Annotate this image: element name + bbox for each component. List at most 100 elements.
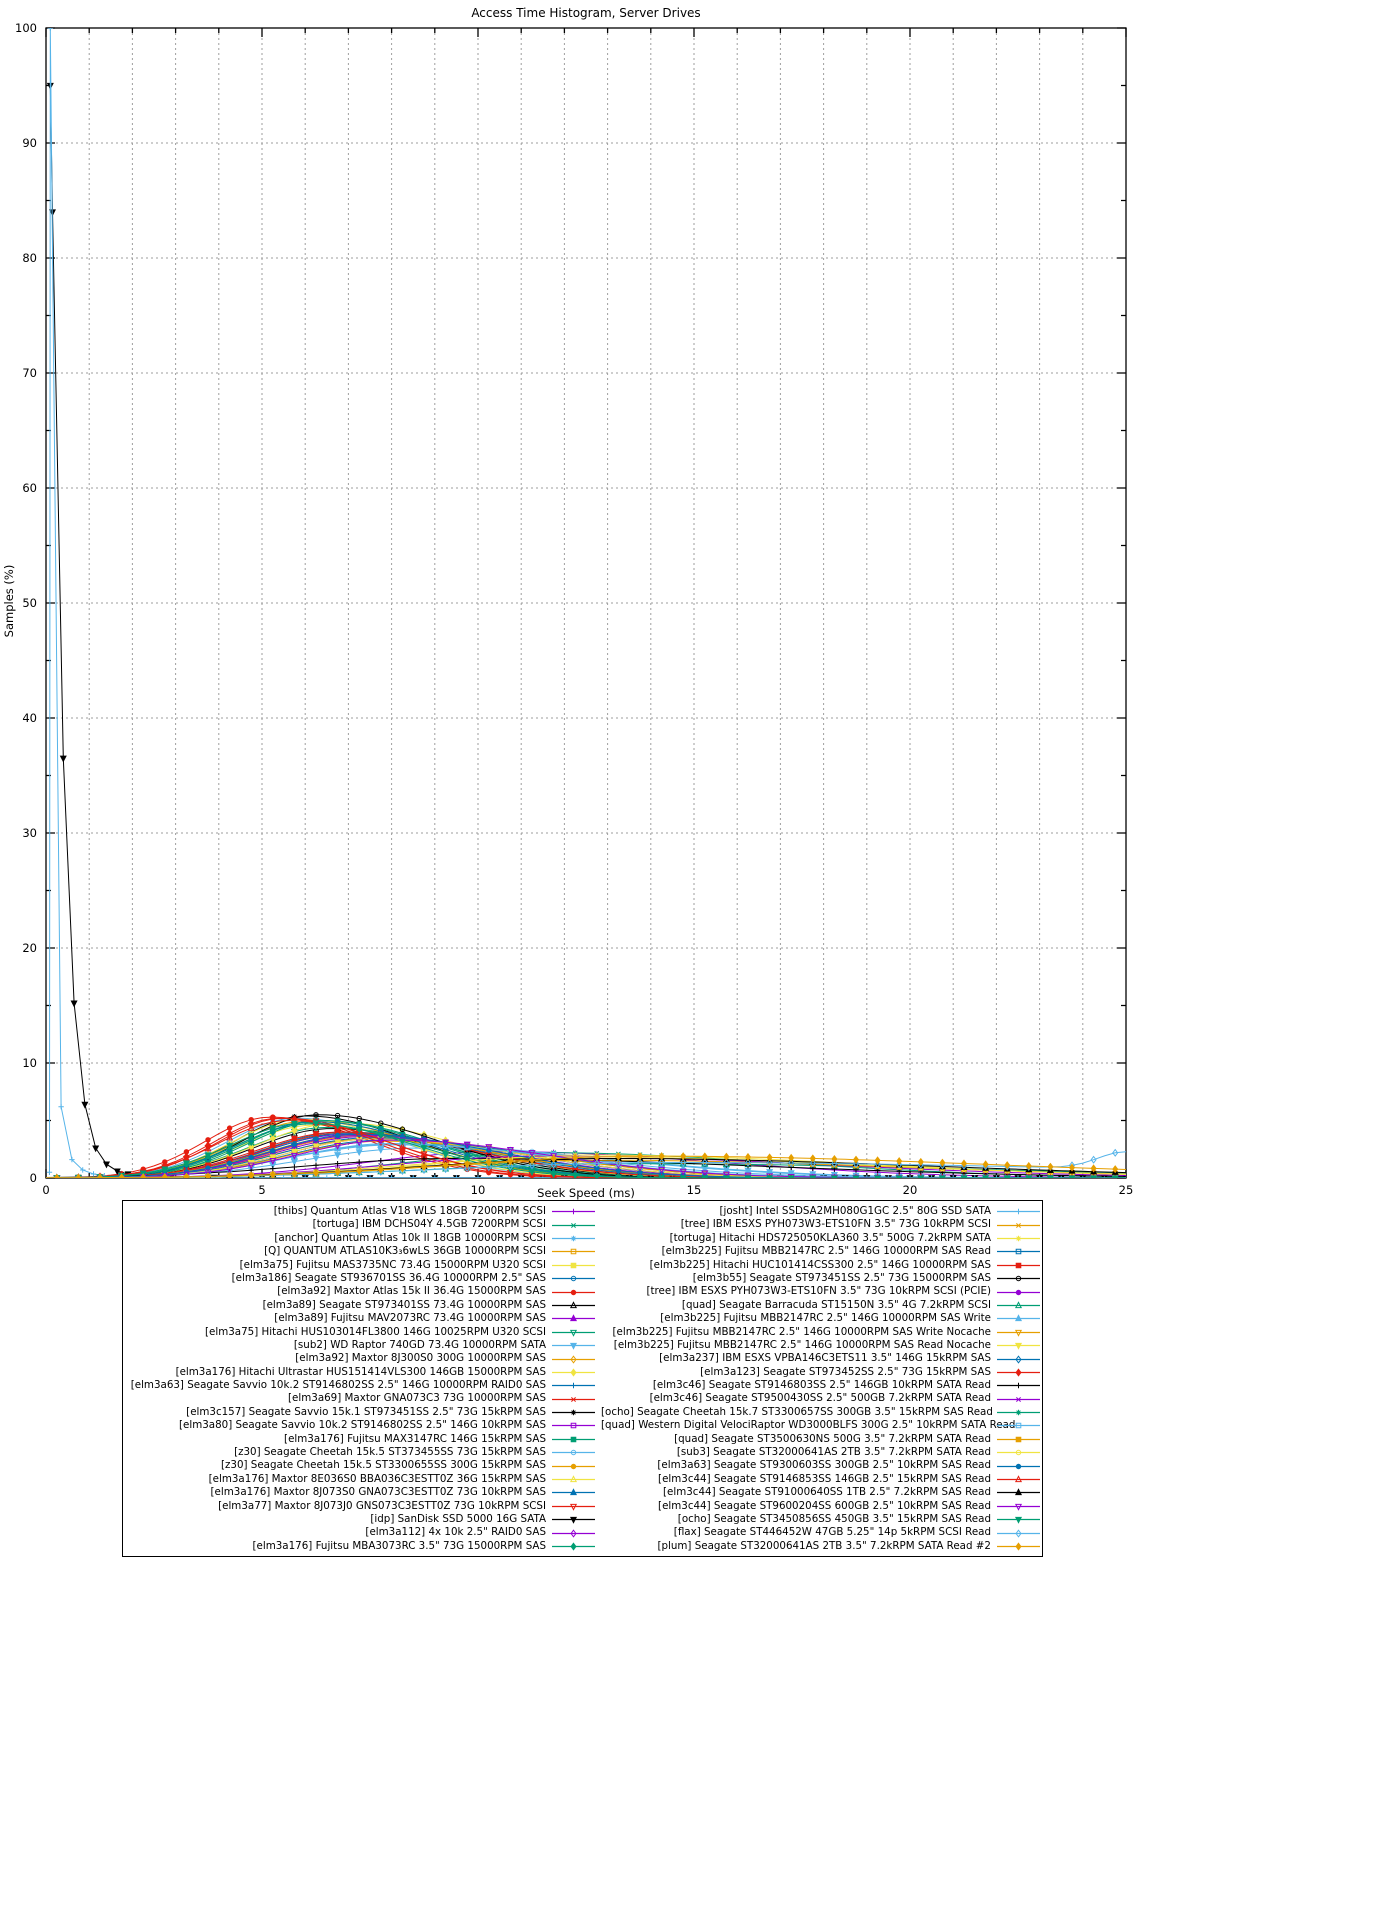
y-tick-label: 50 — [22, 596, 37, 610]
series-line — [46, 1133, 1126, 1178]
legend-label: [quad] Seagate ST3500630NS 500G 3.5" 7.2… — [674, 1432, 991, 1445]
legend-label: [tortuga] Hitachi HDS725050KLA360 3.5" 5… — [669, 1231, 991, 1244]
series-marker-icon — [997, 1463, 1040, 1469]
series-marker-icon — [997, 1289, 1040, 1295]
legend-item: [elm3a63] Seagate Savvio 10k.2 ST9146802… — [123, 1379, 1042, 1392]
legend-label: [elm3a89] Fujitsu MAV2073RC 73.4G 10000R… — [274, 1312, 546, 1325]
series-marker-icon — [997, 1368, 1040, 1377]
series-marker-icon — [997, 1529, 1040, 1538]
x-tick-label: 0 — [42, 1183, 49, 1197]
series-marker-icon — [552, 1262, 595, 1269]
y-tick-label: 30 — [22, 826, 37, 840]
legend-label: [elm3a186] Seagate ST936701SS 36.4G 1000… — [231, 1271, 546, 1284]
y-tick-label: 60 — [22, 481, 37, 495]
x-tick-label: 25 — [1119, 1183, 1134, 1197]
legend-label: [elm3a63] Seagate Savvio 10k.2 ST9146802… — [130, 1379, 546, 1392]
series-marker-icon — [552, 1517, 595, 1524]
legend-item: [elm3a92] Maxtor Atlas 15k II 36.4G 1500… — [123, 1285, 1042, 1298]
legend-item: [elm3a89] Seagate ST973401SS 73.4G 10000… — [123, 1299, 1042, 1312]
series-line — [46, 1128, 1126, 1178]
series-marker-icon — [997, 1275, 1040, 1282]
series-marker-icon — [997, 1423, 1040, 1429]
legend-label: [elm3c44] Seagate ST91000640SS 1TB 2.5" … — [663, 1486, 991, 1499]
series-line — [46, 1120, 1126, 1178]
chart-title: Access Time Histogram, Server Drives — [471, 6, 701, 20]
legend-item: [z30] Seagate Cheetah 15k.5 ST3300655SS … — [123, 1459, 1042, 1472]
series-marker-icon — [552, 1503, 595, 1511]
series-line — [46, 1126, 1126, 1178]
series-marker-icon — [552, 1329, 595, 1337]
series-marker-icon — [997, 1436, 1040, 1443]
legend-label: [tree] IBM ESXS PYH073W3-ETS10FN 3.5" 73… — [680, 1218, 991, 1231]
series-marker-icon — [997, 1488, 1040, 1496]
legend-label: [z30] Seagate Cheetah 15k.5 ST3300655SS … — [220, 1459, 546, 1472]
legend-item: [elm3a176] Maxtor 8E036S0 BBA036C3ESTT0Z… — [123, 1473, 1042, 1486]
series-marker-icon — [552, 1368, 595, 1377]
legend-label: [elm3a112] 4x 10k 2.5" RAID0 SAS — [365, 1526, 546, 1539]
legend-item: [idp] SanDisk SSD 5000 16G SATA [ocho] Se… — [123, 1513, 1042, 1526]
legend-label: [elm3a92] Maxtor 8J300S0 300G 10000RPM S… — [295, 1352, 546, 1365]
legend-label: [anchor] Quantum Atlas 10k II 18GB 10000… — [274, 1231, 546, 1244]
series-marker-icon — [997, 1342, 1040, 1350]
legend-label: [josht] Intel SSDSA2MH080G1GC 2.5" 80G S… — [719, 1205, 991, 1217]
grid-horizontal — [46, 142, 1126, 1064]
legend-item: [z30] Seagate Cheetah 15k.5 ST373455SS 7… — [123, 1446, 1042, 1459]
legend-item: [elm3a186] Seagate ST936701SS 36.4G 1000… — [123, 1272, 1042, 1285]
y-tick-label: 20 — [22, 941, 37, 955]
series-marker-icon — [997, 1209, 1040, 1215]
series-marker-icon — [552, 1423, 595, 1429]
legend-label: [idp] SanDisk SSD 5000 16G SATA — [370, 1512, 546, 1525]
legend-label: [tree] IBM ESXS PYH073W3-ETS10FN 3.5" 73… — [646, 1285, 991, 1298]
series-line — [46, 1119, 1126, 1178]
legend-label: [elm3a69] Maxtor GNA073C3 73G 10000RPM S… — [288, 1392, 546, 1405]
legend-label: [elm3b225] Fujitsu MBB2147RC 2.5" 146G 1… — [613, 1338, 991, 1351]
legend-label: [sub3] Seagate ST32000641AS 2TB 3.5" 7.2… — [676, 1446, 991, 1459]
legend-label: [elm3a176] Maxtor 8E036S0 BBA036C3ESTT0Z… — [208, 1472, 546, 1485]
legend-item: [anchor] Quantum Atlas 10k II 18GB 10000… — [123, 1232, 1042, 1245]
series-markers — [46, 82, 1126, 1178]
legend-label: [elm3a176] Maxtor 8J073S0 GNA073C3ESTT0Z… — [210, 1486, 546, 1499]
series-marker-icon — [552, 1409, 595, 1416]
series-line — [46, 1155, 1126, 1178]
legend-label: [elm3a92] Maxtor Atlas 15k II 36.4G 1500… — [277, 1285, 546, 1298]
legend-item: [elm3a69] Maxtor GNA073C3 73G 10000RPM S… — [123, 1392, 1042, 1405]
legend-label: [elm3c46] Seagate ST9500430SS 2.5" 500GB… — [649, 1392, 991, 1405]
y-tick-label: 0 — [30, 1171, 37, 1185]
series-line — [46, 1135, 1126, 1178]
series-marker-icon — [552, 1463, 595, 1469]
legend-item: [elm3a176] Hitachi Ultrastar HUS151414VL… — [123, 1366, 1042, 1379]
series-marker-icon — [552, 1436, 595, 1443]
legend-item: [elm3a75] Hitachi HUS103014FL3800 146G 1… — [123, 1326, 1042, 1339]
legend-label: [elm3a80] Seagate Savvio 10k.2 ST9146802… — [178, 1419, 546, 1432]
legend-label: [elm3c157] Seagate Savvio 15k.1 ST973451… — [186, 1405, 546, 1418]
legend-label: [elm3b225] Fujitsu MBB2147RC 2.5" 146G 1… — [612, 1325, 991, 1338]
legend-item: [Q] QUANTUM ATLAS10K3₃6wLS 36GB 10000RPM… — [123, 1245, 1042, 1258]
legend-label: [elm3b225] Fujitsu MBB2147RC 2.5" 146G 1… — [661, 1245, 991, 1258]
legend-label: [elm3a176] Hitachi Ultrastar HUS151414VL… — [175, 1365, 546, 1378]
series-marker-icon — [997, 1503, 1040, 1511]
y-tick-label: 40 — [22, 711, 37, 725]
series-marker-icon — [552, 1529, 595, 1538]
legend-label: [elm3b55] Seagate ST973451SS 2.5" 73G 15… — [692, 1271, 991, 1284]
legend-label: [elm3a63] Seagate ST9300603SS 300GB 2.5"… — [657, 1459, 991, 1472]
y-tick-label: 70 — [22, 366, 37, 380]
series-marker-icon — [997, 1517, 1040, 1524]
series-marker-icon — [552, 1314, 595, 1322]
series-marker-icon — [552, 1222, 595, 1228]
series-marker-icon — [552, 1275, 595, 1282]
series-marker-icon — [552, 1209, 595, 1215]
series-marker-icon — [552, 1488, 595, 1496]
series-marker-icon — [997, 1314, 1040, 1322]
y-tick-label: 90 — [22, 136, 37, 150]
legend-label: [elm3a75] Hitachi HUS103014FL3800 146G 1… — [205, 1325, 546, 1338]
legend-label: [elm3a176] Fujitsu MBA3073RC 3.5" 73G 15… — [252, 1539, 546, 1552]
legend-item: [tortuga] IBM DCHS04Y 4.5GB 7200RPM SCSI… — [123, 1218, 1042, 1231]
series-marker-icon — [997, 1235, 1040, 1242]
series-markers — [53, 1152, 1119, 1178]
series-marker-icon — [997, 1409, 1040, 1416]
plot-area: 0 10 20 30 40 50 60 70 80 90 100 0 5 10 15 20 25 — [15, 21, 1134, 1197]
series-marker-icon — [997, 1383, 1040, 1389]
x-tick-label: 5 — [258, 1183, 265, 1197]
series-marker-icon — [552, 1235, 595, 1242]
series-line — [46, 1122, 1126, 1178]
